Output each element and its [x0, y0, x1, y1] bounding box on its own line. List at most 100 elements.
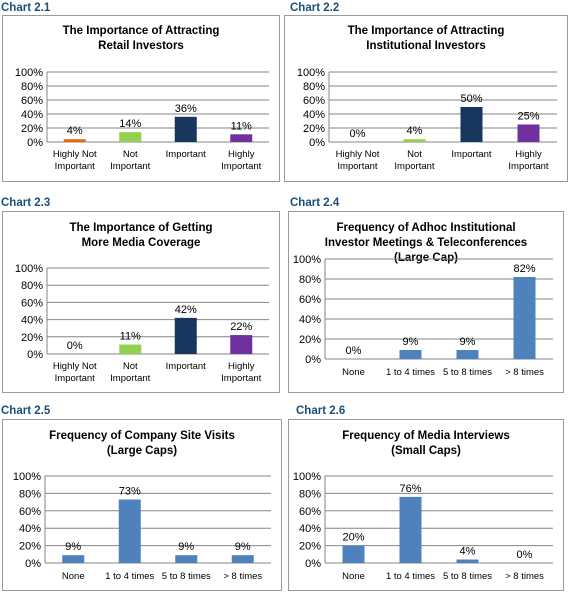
- bar: [460, 107, 483, 142]
- x-tick-label: 1 to 4 times: [386, 571, 435, 582]
- x-tick-label: Important: [166, 149, 206, 160]
- x-tick-label: Important: [55, 373, 95, 384]
- bar-chart: The Importance of Getting More Media Cove…: [15, 222, 269, 384]
- y-tick-label: 60%: [21, 297, 43, 309]
- bar: [399, 350, 422, 359]
- bar: [403, 139, 426, 142]
- y-tick-label: 0%: [25, 558, 41, 570]
- y-tick-label: 40%: [299, 523, 321, 535]
- chart-title: (Large Cap): [394, 252, 458, 264]
- x-tick-label: None: [342, 367, 365, 378]
- chart-heading: Chart 2.5: [1, 405, 51, 417]
- chart-heading: Chart 2.4: [290, 197, 340, 209]
- y-tick-label: 80%: [299, 274, 321, 286]
- data-label: 9%: [178, 541, 194, 553]
- x-tick-label: Not: [407, 149, 422, 160]
- chart-title: (Large Caps): [107, 445, 177, 457]
- chart-title: The Importance of Attracting: [348, 25, 505, 37]
- x-tick-label: Highly Not: [336, 149, 380, 160]
- data-label: 4%: [407, 125, 423, 137]
- y-tick-label: 40%: [21, 315, 43, 327]
- chart-panel: The Importance of Attracting Institutiona…: [284, 15, 568, 182]
- data-label: 20%: [342, 532, 364, 544]
- chart-heading: Chart 2.3: [1, 197, 51, 209]
- x-tick-label: Highly Not: [53, 149, 97, 160]
- data-label: 50%: [460, 93, 482, 105]
- y-tick-label: 80%: [21, 280, 43, 292]
- y-tick-label: 40%: [299, 314, 321, 326]
- y-tick-label: 100%: [297, 67, 325, 79]
- y-tick-label: 20%: [299, 334, 321, 346]
- data-label: 82%: [513, 263, 535, 275]
- y-tick-label: 60%: [19, 506, 41, 518]
- bar: [342, 545, 365, 563]
- x-tick-label: > 8 times: [223, 571, 262, 582]
- y-tick-label: 100%: [293, 254, 321, 266]
- x-tick-label: None: [62, 571, 85, 582]
- y-tick-label: 20%: [19, 541, 41, 553]
- x-tick-label: Important: [337, 161, 377, 172]
- y-tick-label: 80%: [19, 488, 41, 500]
- y-tick-label: 80%: [299, 488, 321, 500]
- y-tick-label: 0%: [305, 558, 321, 570]
- y-tick-label: 0%: [305, 354, 321, 366]
- y-tick-label: 40%: [21, 109, 43, 121]
- y-tick-label: 100%: [15, 263, 43, 275]
- x-tick-label: Highly Not: [53, 361, 97, 372]
- x-tick-label: Important: [451, 149, 491, 160]
- chart-title: More Media Coverage: [82, 237, 201, 249]
- chart-heading: Chart 2.2: [290, 2, 340, 14]
- x-tick-label: 1 to 4 times: [105, 571, 154, 582]
- data-label: 9%: [65, 541, 81, 553]
- x-tick-label: Important: [221, 161, 261, 172]
- y-tick-label: 40%: [303, 109, 325, 121]
- data-label: 36%: [175, 103, 197, 115]
- y-tick-label: 100%: [13, 471, 41, 483]
- data-label: 0%: [517, 549, 533, 561]
- chart-title: Frequency of Company Site Visits: [49, 430, 235, 442]
- data-label: 9%: [235, 541, 251, 553]
- x-tick-label: > 8 times: [505, 367, 544, 378]
- data-label: 9%: [403, 336, 419, 348]
- y-tick-label: 60%: [299, 506, 321, 518]
- x-tick-label: 5 to 8 times: [162, 571, 211, 582]
- x-tick-label: Not: [123, 361, 138, 372]
- bar: [62, 555, 85, 563]
- y-tick-label: 20%: [21, 332, 43, 344]
- y-tick-label: 100%: [15, 67, 43, 79]
- x-tick-label: Important: [508, 161, 548, 172]
- y-tick-label: 40%: [19, 523, 41, 535]
- chart-panel: Frequency of Company Site Visits (Large C…: [2, 419, 282, 591]
- bar: [399, 496, 422, 563]
- x-tick-label: Highly: [228, 149, 255, 160]
- chart-title: (Small Caps): [391, 445, 461, 457]
- data-label: 73%: [119, 485, 141, 497]
- bar: [119, 132, 142, 142]
- data-label: 76%: [399, 483, 421, 495]
- y-tick-label: 20%: [21, 123, 43, 135]
- chart-panel: Frequency of Media Interviews (Small Caps…: [288, 419, 564, 591]
- bar: [231, 555, 254, 563]
- bar: [230, 335, 253, 354]
- chart-panel: The Importance of Getting More Media Cove…: [2, 211, 280, 393]
- bar: [230, 134, 253, 142]
- x-tick-label: Important: [221, 373, 261, 384]
- bar: [517, 124, 540, 142]
- x-tick-label: 5 to 8 times: [443, 367, 492, 378]
- chart-panel: Frequency of Adhoc Institutional Investor…: [288, 211, 564, 393]
- bar: [513, 277, 536, 359]
- data-label: 0%: [67, 340, 83, 352]
- data-label: 0%: [350, 128, 366, 140]
- data-label: 4%: [67, 125, 83, 137]
- x-tick-label: Highly: [228, 361, 255, 372]
- bar-chart: The Importance of Attracting Retail Inves…: [15, 25, 269, 172]
- chart-title: Frequency of Media Interviews: [342, 430, 509, 442]
- x-tick-label: 5 to 8 times: [443, 571, 492, 582]
- y-tick-label: 60%: [299, 294, 321, 306]
- data-label: 11%: [231, 120, 252, 132]
- bar: [118, 499, 141, 563]
- data-label: 11%: [120, 331, 141, 343]
- chart-panel: The Importance of Attracting Retail Inves…: [2, 15, 280, 182]
- bar: [174, 116, 197, 142]
- y-tick-label: 60%: [21, 95, 43, 107]
